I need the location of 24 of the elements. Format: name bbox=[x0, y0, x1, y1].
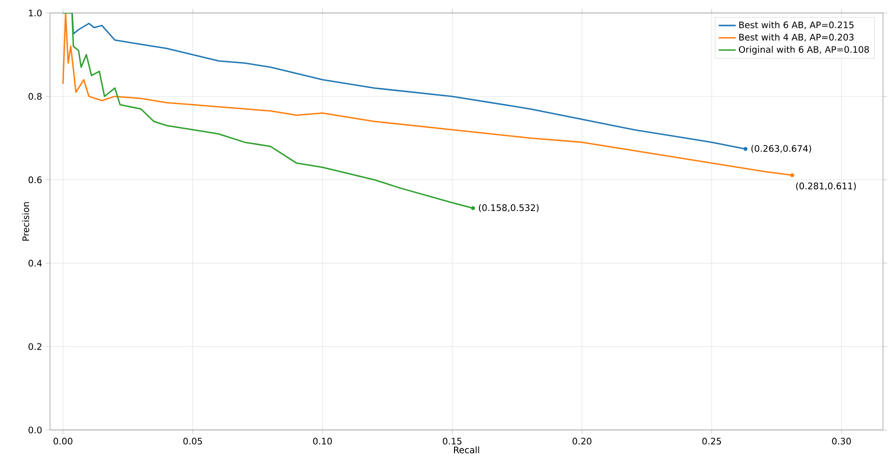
y-tick-label: 0.4 bbox=[28, 260, 42, 267]
x-tick-label: 0.10 bbox=[313, 438, 332, 445]
annotation: (0.281,0.611) bbox=[796, 182, 856, 190]
legend-label: Original with 6 AB, AP=0.108 bbox=[738, 46, 869, 55]
x-tick-label: 0.30 bbox=[832, 438, 851, 445]
x-tick-label: 0.05 bbox=[183, 438, 202, 445]
y-tick-label: 0.0 bbox=[28, 426, 42, 434]
point bbox=[743, 146, 748, 151]
y-tick-label: 0.8 bbox=[28, 92, 42, 100]
annotation: (0.158,0.532) bbox=[478, 204, 539, 212]
legend-label: Best with 6 AB, AP=0.215 bbox=[739, 21, 854, 30]
x-tick-label: 0.20 bbox=[572, 438, 592, 445]
point bbox=[471, 206, 475, 210]
point bbox=[790, 173, 794, 178]
y-tick-label: 0.2 bbox=[28, 343, 42, 350]
annotation: (0.263,0.674) bbox=[751, 144, 812, 153]
y-tick-label: 0.6 bbox=[28, 176, 42, 184]
legend-label: Best with 4 AB, AP=0.203 bbox=[739, 34, 854, 42]
y-tick-label: 1.0 bbox=[28, 10, 42, 16]
x-axis-title: Recall bbox=[454, 446, 480, 454]
y-axis-title: Precision bbox=[22, 202, 30, 241]
x-tick-label: 0.25 bbox=[702, 438, 721, 445]
x-tick-label: 0.00 bbox=[54, 438, 72, 445]
x-tick-label: 0.15 bbox=[442, 438, 462, 445]
